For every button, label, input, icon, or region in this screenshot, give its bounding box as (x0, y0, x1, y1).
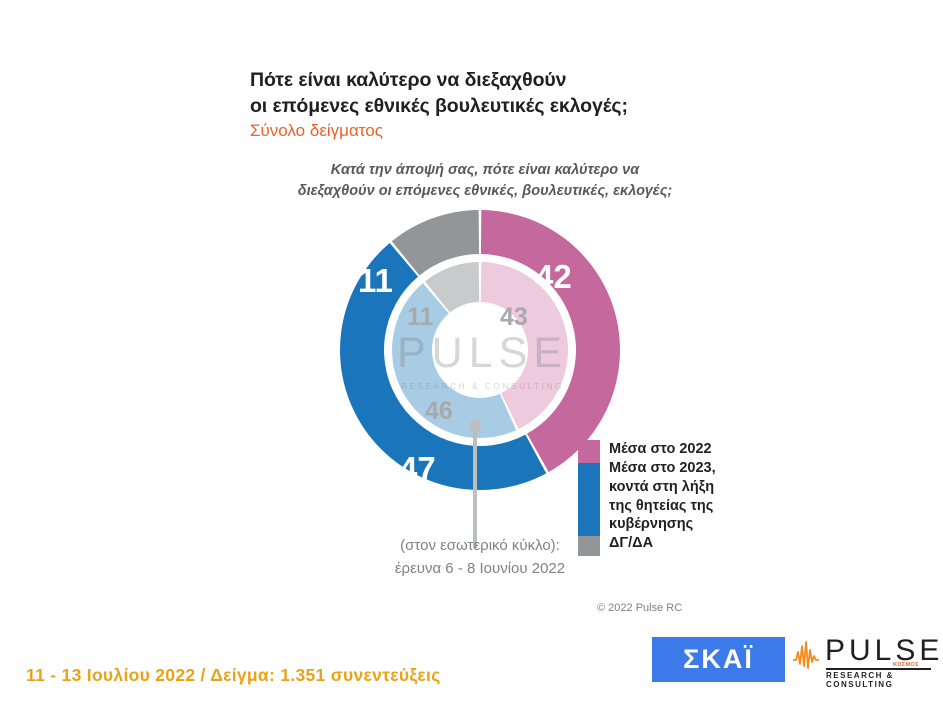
subtitle-sample-scope: Σύνολο δείγματος (250, 121, 383, 141)
survey-question: Κατά την άποψή σας, πότε είναι καλύτερο … (250, 160, 720, 202)
legend-item-2022[interactable]: Μέσα στο 2022 (609, 440, 716, 459)
inner-segment-value-2022: 43 (500, 303, 528, 331)
outer-ring-segments (339, 210, 620, 491)
legend-item-2023-label-line4: κυβέρνησης (609, 516, 694, 533)
outer-segment-value-2022: 42 (535, 258, 572, 295)
chart-legend: Μέσα στο 2022 Μέσα στο 2023, κοντά στη λ… (578, 440, 716, 556)
legend-swatch-2022[interactable] (578, 440, 600, 463)
donut-segment[interactable] (424, 262, 480, 313)
legend-item-2022-label: Μέσα στο 2022 (609, 441, 712, 457)
pulse-logo: PULSE ΚΟΣΜΟΣ RESEARCH & CONSULTING (793, 634, 939, 689)
pulse-logo-word: PULSE (825, 634, 943, 667)
legend-item-dk[interactable]: ΔΓ/ΔΑ (609, 534, 716, 553)
legend-item-2023-label: Μέσα στο 2023, (609, 459, 716, 476)
legend-item-2023-label-line3: της θητείας της (609, 497, 714, 514)
inner-ring-segments (392, 262, 568, 438)
title-block: Πότε είναι καλύτερο να διεξαχθούν οι επό… (250, 68, 770, 143)
footer-sample-info: 11 - 13 Ιουλίου 2022 / Δείγμα: 1.351 συν… (26, 665, 441, 685)
copyright-notice: © 2022 Pulse RC (597, 602, 683, 614)
page-title-line-1: Πότε είναι καλύτερο να διεξαχθούν (250, 69, 567, 91)
pulse-waveform-icon (793, 641, 819, 669)
skai-logo-text: ΣΚΑΪ (683, 644, 754, 674)
inner-segment-value-dk: 11 (407, 303, 434, 331)
survey-question-line-1: Κατά την άποψή σας, πότε είναι καλύτερο … (330, 162, 640, 178)
donut-segment[interactable] (391, 210, 480, 276)
legend-swatch-2023[interactable] (578, 463, 600, 536)
pulse-logo-rule (826, 668, 931, 670)
pulse-logo-kosmos: ΚΟΣΜΟΣ (893, 662, 919, 668)
legend-item-dk-label: ΔΓ/ΔΑ (609, 535, 654, 552)
legend-swatch-column (578, 440, 600, 556)
leader-line (473, 425, 477, 548)
inner-circle-annotation-line-2: έρευνα 6 - 8 Ιουνίου 2022 (394, 560, 566, 578)
legend-label-column: Μέσα στο 2022 Μέσα στο 2023, κοντά στη λ… (609, 440, 716, 553)
pulse-logo-tagline: RESEARCH & CONSULTING (826, 671, 894, 689)
page-title-line-2: οι επόμενες εθνικές βουλευτικές εκλογές; (250, 94, 628, 117)
legend-swatch-dk[interactable] (578, 536, 600, 556)
donut-segment[interactable] (339, 242, 547, 491)
legend-item-2023[interactable]: Μέσα στο 2023, κοντά στη λήξη της θητεία… (609, 459, 716, 534)
legend-item-2023-label-line2: κοντά στη λήξη (609, 478, 715, 495)
donut-segment[interactable] (480, 262, 568, 430)
donut-segment[interactable] (392, 283, 517, 438)
outer-segment-value-dk: 11 (358, 262, 393, 299)
inner-segment-value-2023: 46 (425, 397, 453, 425)
outer-segment-value-2023: 47 (399, 450, 436, 487)
survey-question-line-2: διεξαχθούν οι επόμενες εθνικές, βουλευτι… (297, 183, 673, 200)
inner-circle-annotation: (στον εσωτερικό κύκλο): έρευνα 6 - 8 Ιου… (350, 534, 610, 581)
inner-circle-annotation-line-1: (στον εσωτερικό κύκλο): (400, 537, 560, 554)
nested-donut-chart[interactable] (330, 200, 630, 500)
donut-segment[interactable] (480, 210, 620, 473)
skai-logo: ΣΚΑΪ (652, 637, 785, 682)
